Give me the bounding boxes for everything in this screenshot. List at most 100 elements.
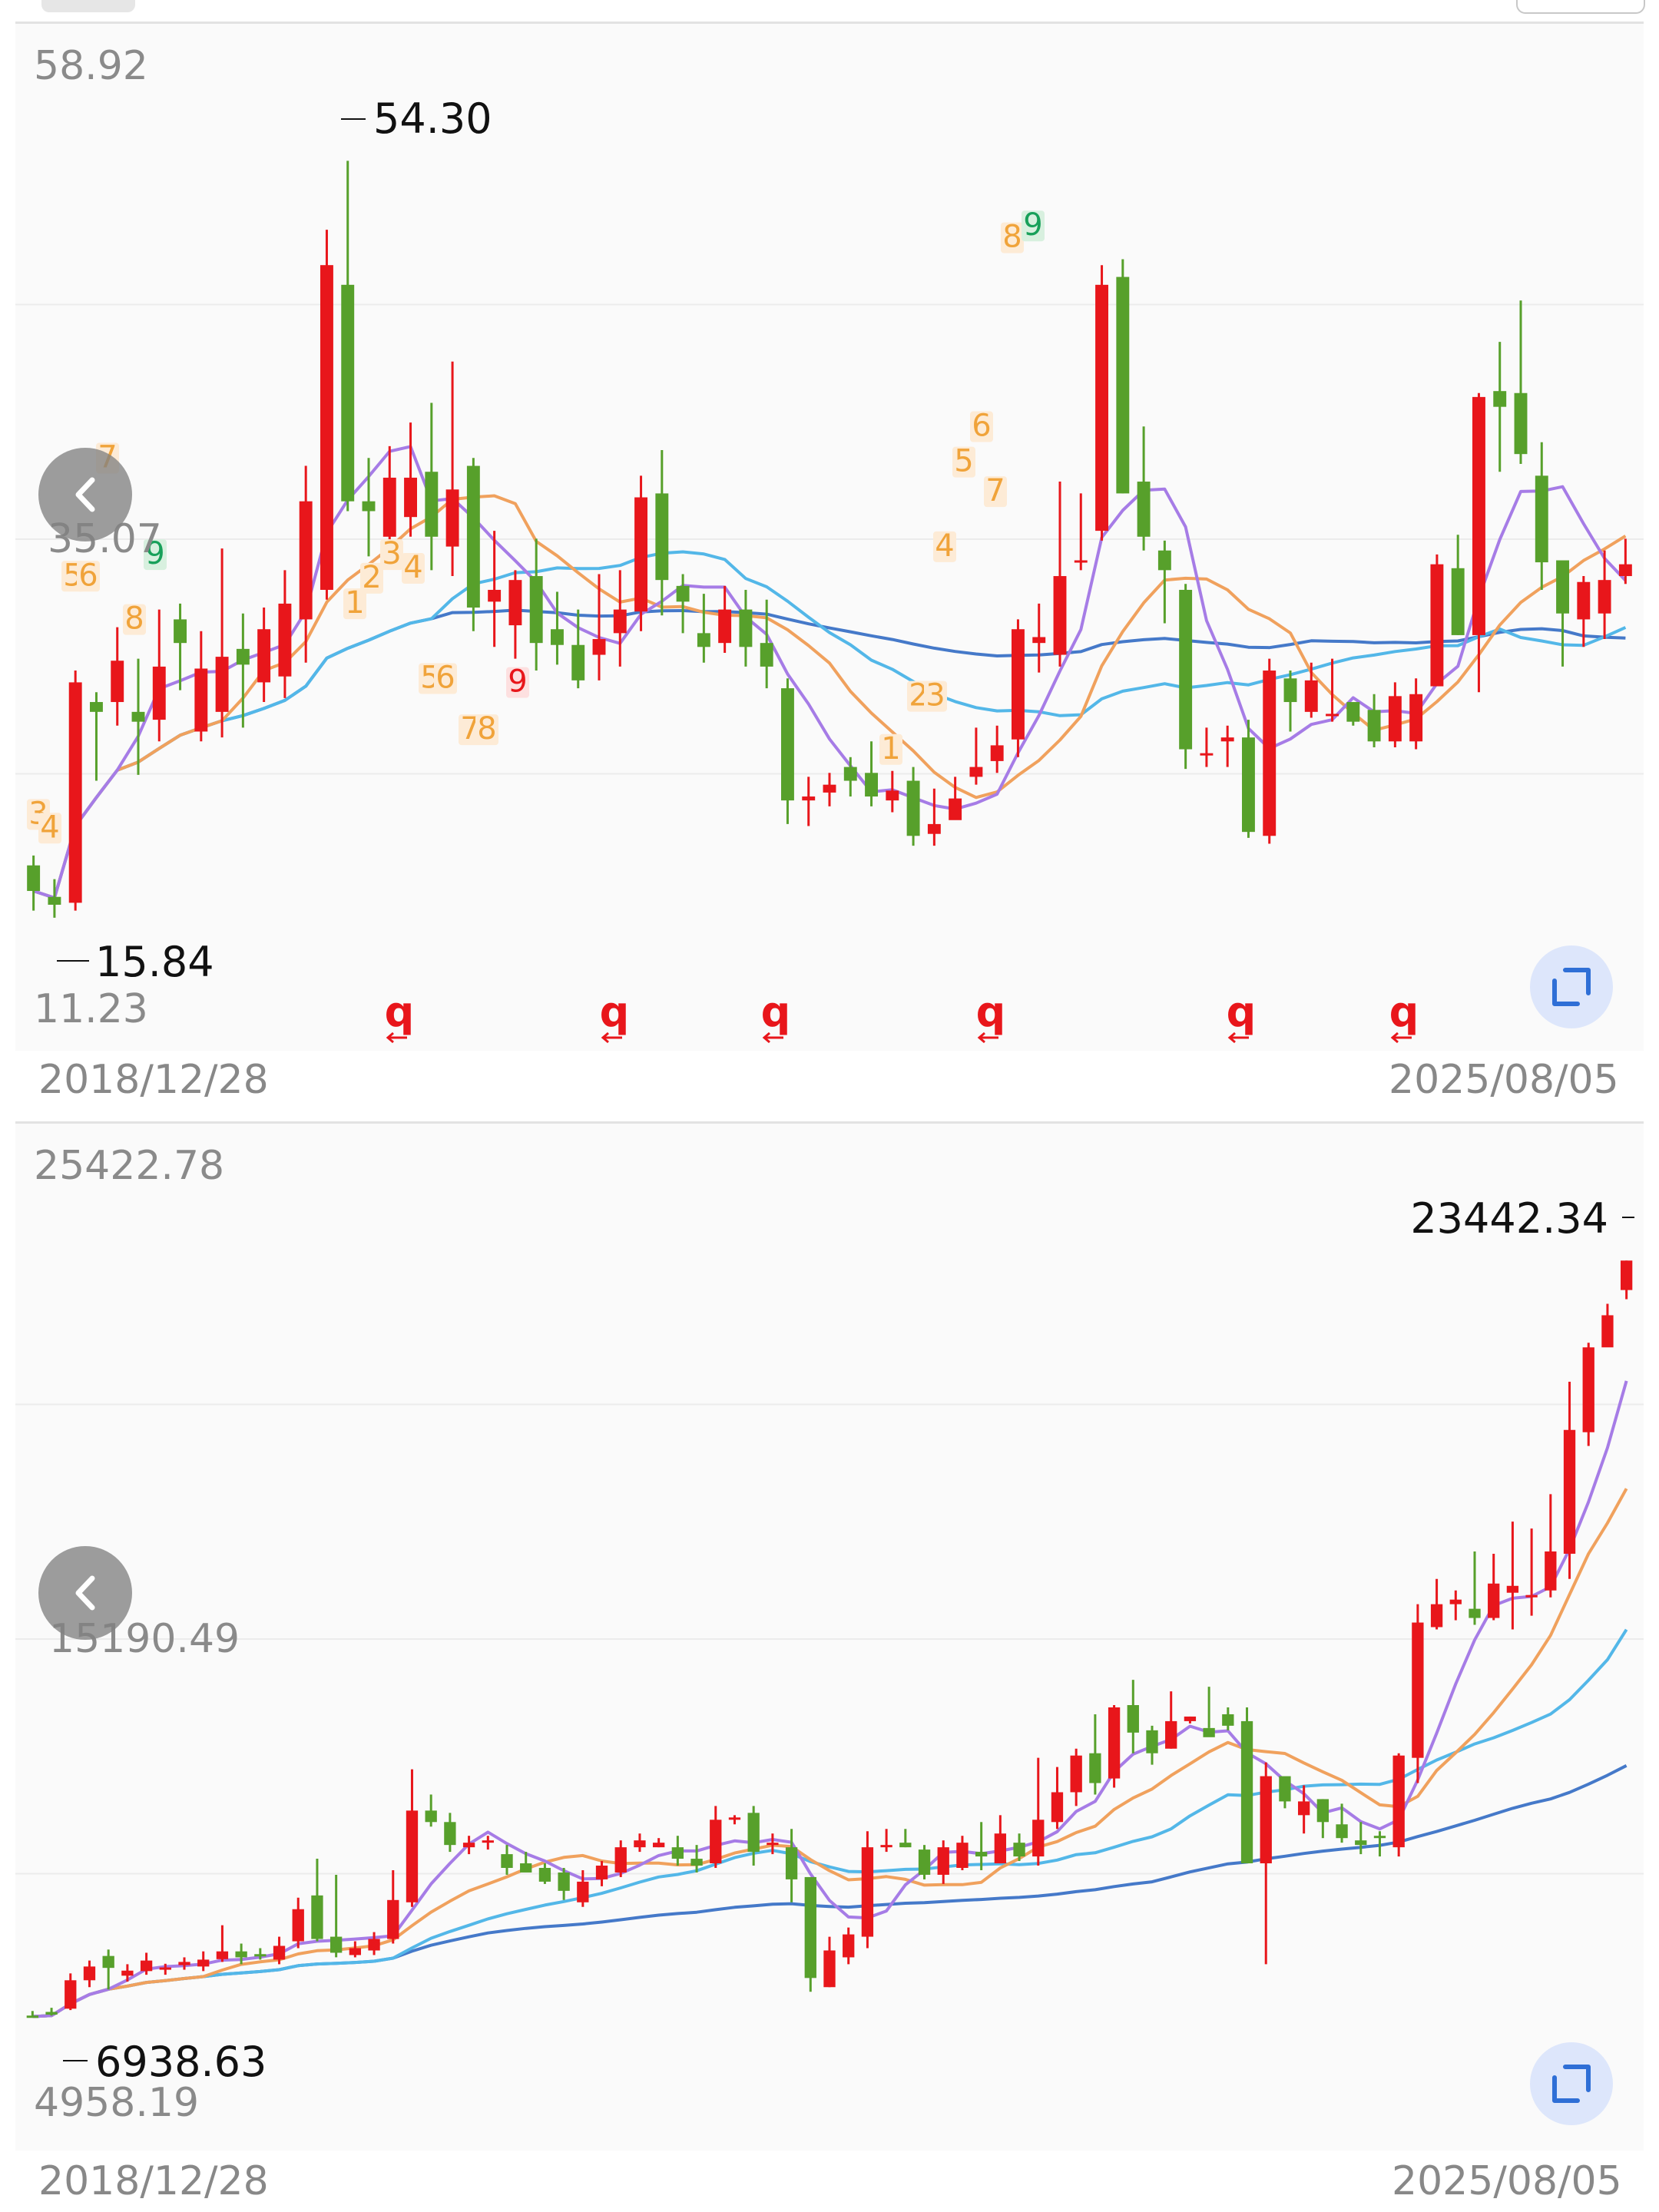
candle [1514, 300, 1528, 464]
candle-body [781, 688, 794, 801]
candle-body [843, 767, 857, 781]
td-count-digit: 5 [954, 444, 973, 479]
td-count-bg [879, 733, 902, 765]
candle [299, 465, 313, 663]
expand-button-2[interactable] [1530, 2042, 1613, 2125]
candle-body [865, 773, 878, 797]
candle [1203, 1687, 1215, 1737]
candle [1545, 1494, 1557, 1598]
candle-body [382, 477, 396, 537]
td-count-mark: 7 [984, 473, 1007, 508]
candle [111, 627, 124, 726]
back-button-1[interactable] [38, 448, 132, 541]
candle-body [140, 1960, 153, 1972]
candle [634, 1833, 646, 1853]
candle-body [466, 465, 480, 608]
td-count-mark: 1 [879, 731, 902, 767]
td-count-mark: 8 [1001, 220, 1024, 255]
candle [1326, 658, 1339, 722]
back-button-2[interactable] [38, 1546, 132, 1640]
signal-marker-label: q [1227, 988, 1257, 1036]
candle-body [1535, 475, 1548, 563]
top-tab[interactable] [41, 0, 135, 12]
candle-body [937, 1847, 949, 1875]
td-count-mark: 4 [933, 528, 956, 564]
candle [68, 671, 82, 911]
candle-body [558, 1872, 570, 1891]
candle [1283, 671, 1297, 732]
candle-body [152, 666, 166, 720]
candle-body [1165, 1720, 1177, 1749]
candle-body [739, 609, 753, 647]
candle [257, 608, 271, 703]
candle-body [634, 1840, 646, 1848]
td-count-mark: 8 [123, 601, 146, 637]
end-date-label: 2025/08/05 [1392, 2158, 1622, 2204]
expand-button-1[interactable] [1530, 945, 1613, 1028]
candle [634, 475, 647, 631]
signal-arrowhead [1227, 1031, 1236, 1044]
candle-body [760, 643, 773, 667]
candle-body [1089, 1753, 1101, 1783]
candle-body [425, 472, 439, 537]
candle-body [462, 1843, 475, 1848]
candle [655, 450, 669, 616]
signal-marker: q [600, 988, 629, 1044]
candle [823, 1936, 836, 1988]
candle-body [1279, 1776, 1291, 1802]
candle-body [1127, 1705, 1139, 1733]
td-count-bg [970, 411, 993, 442]
candle [1032, 1757, 1045, 1866]
candle-body [1601, 1315, 1614, 1348]
candle [865, 741, 878, 806]
td-count-mark: 9 [506, 664, 529, 700]
candle [425, 1794, 437, 1827]
candle-body [1451, 568, 1465, 635]
min-price-label: 6938.63 [95, 2038, 267, 2086]
candle-body [595, 1866, 608, 1879]
candle-body [577, 1881, 589, 1902]
candle [1556, 560, 1569, 667]
start-date-label: 2018/12/28 [38, 1057, 269, 1103]
top-right-button[interactable] [1516, 0, 1645, 14]
candle [368, 1932, 380, 1955]
candle-body [329, 1936, 343, 1953]
td-count-mark: 8 [475, 711, 498, 747]
candle-body [1577, 581, 1591, 620]
td-count-bg [343, 588, 366, 620]
td-count-mark: 3 [924, 678, 947, 714]
td-count-bg [984, 476, 1007, 508]
candle [697, 594, 710, 663]
candle-body [747, 1813, 760, 1853]
candle-body [927, 823, 941, 834]
signal-arrowhead [601, 1031, 609, 1044]
candle-body [1409, 694, 1423, 742]
ma5-line [32, 1380, 1628, 2018]
candle-body [880, 1845, 892, 1848]
signal-marker-label: q [385, 988, 415, 1036]
candle [1582, 1343, 1594, 1446]
candle-body [767, 1843, 779, 1846]
candle [1260, 1762, 1272, 1965]
candle-body [1563, 1429, 1576, 1554]
candle-body [1545, 1551, 1557, 1591]
candle-body [1582, 1347, 1594, 1432]
candle-body [83, 1966, 96, 1981]
candle-body [425, 1810, 437, 1823]
candle-body [131, 711, 145, 722]
candle [1116, 259, 1130, 494]
candle-body [1074, 560, 1088, 563]
candle [215, 548, 229, 738]
candle [425, 402, 439, 571]
td-count-digit: 7 [985, 473, 1005, 508]
candle-body [823, 1950, 836, 1988]
candle-body [26, 2015, 39, 2018]
candle [861, 1831, 874, 1949]
candle-body [614, 1847, 627, 1873]
td-count-bg [123, 604, 146, 635]
candle-body [1012, 629, 1025, 740]
candle [1373, 1831, 1386, 1857]
candle [278, 570, 292, 698]
candle-body [1013, 1843, 1025, 1857]
candle [27, 855, 41, 911]
